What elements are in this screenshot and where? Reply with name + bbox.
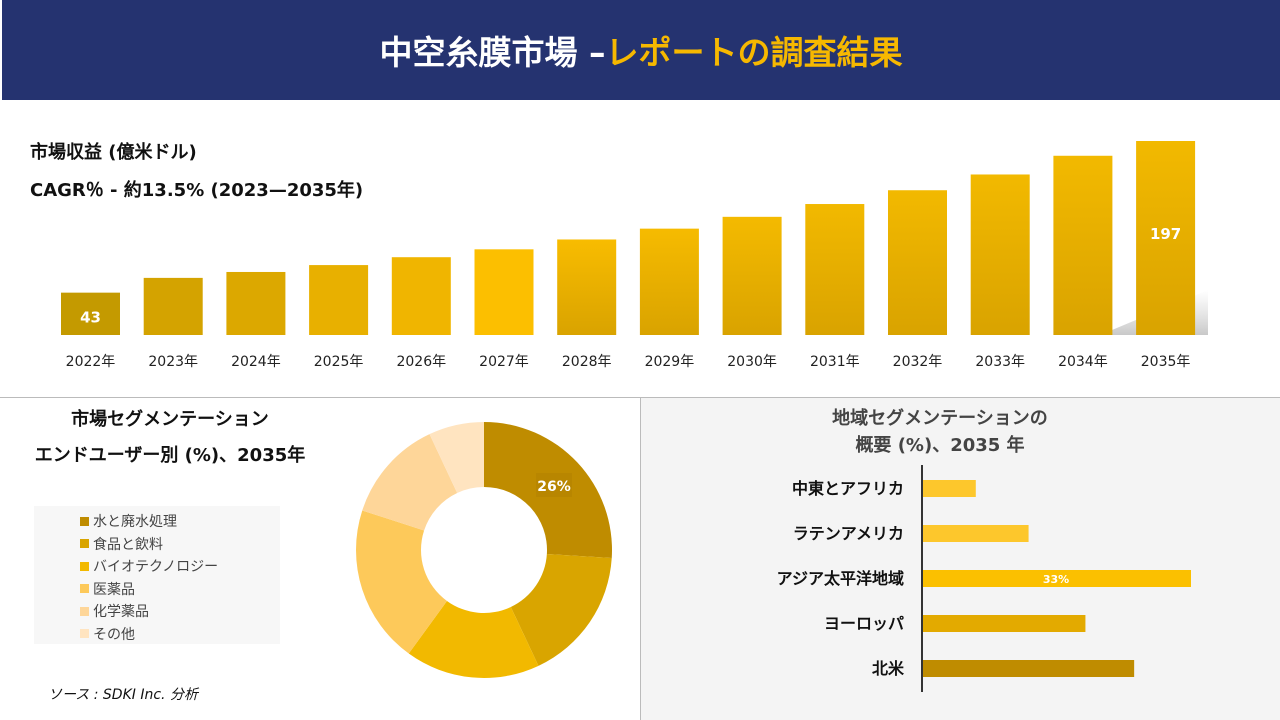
title-white: 中空糸膜市場 –: [379, 33, 606, 72]
region-data-label: 33%: [1043, 573, 1069, 586]
legend-swatch: [80, 584, 89, 594]
bar-2033年: [970, 174, 1030, 335]
bar-2032年: [888, 190, 947, 335]
x-tick-label: 2026年: [396, 354, 446, 370]
bar-2023年: [143, 277, 203, 335]
x-tick-label: 2025年: [314, 354, 364, 370]
segment-title-1: 市場セグメンテーション: [71, 409, 269, 430]
region-bar-アジア太平洋地域: [923, 570, 1191, 587]
bar-2029年: [639, 228, 699, 335]
region-bar-北米: [923, 660, 1135, 677]
bar-2022年: [61, 292, 120, 335]
revenue-bar-chart: 2022年 43 2023年 2024年 2025年 2026年 2027年 2028年 202…: [61, 141, 1208, 370]
region-label: 中東とアフリカ: [792, 479, 904, 498]
donut-slice-医薬品: [356, 510, 447, 654]
bar-2024年: [226, 271, 286, 335]
bar-data-label: 197: [1150, 225, 1181, 243]
legend-swatch: [80, 561, 89, 571]
legend-item: 医薬品: [80, 578, 280, 601]
page-header: 中空糸膜市場 – レポートの調査結果: [2, 0, 1280, 100]
x-tick-label: 2033年: [975, 354, 1025, 370]
region-bar-ヨーロッパ: [923, 615, 1086, 632]
legend-item: 化学薬品: [80, 600, 280, 623]
bar-2027年: [474, 249, 534, 335]
x-tick-label: 2032年: [893, 354, 943, 370]
x-tick-label: 2034年: [1058, 354, 1108, 370]
legend-swatch: [80, 539, 89, 549]
legend-swatch: [80, 629, 89, 639]
x-tick-label: 2023年: [148, 354, 198, 370]
legend-item: 食品と飲料: [80, 533, 280, 556]
x-tick-label: 2029年: [645, 354, 695, 370]
source-note: ソース : SDKI Inc. 分析: [48, 687, 198, 703]
region-title-2: 概要 (%)、2035 年: [855, 435, 1025, 456]
legend-item: その他: [80, 623, 280, 646]
cagr-text: CAGR％ - 約13.5% (2023—2035年): [30, 180, 364, 201]
donut-legend: 水と廃水処理 食品と飲料バイオテクノロジー 医薬品化学薬品その他: [34, 506, 280, 644]
region-label: ラテンアメリカ: [793, 524, 904, 543]
legend-item: 水と廃水処理: [80, 510, 280, 533]
region-title-1: 地域セグメンテーションの: [832, 408, 1048, 429]
donut-slice-バイオテクノロジー: [408, 600, 539, 678]
region-label: 北米: [872, 659, 905, 678]
region-title: 地域セグメンテーションの 概要 (%)、2035 年: [740, 405, 1140, 459]
bar-2030年: [722, 216, 782, 335]
legend-swatch: [80, 516, 89, 526]
bar-data-label: 43: [80, 309, 101, 327]
legend-label: 食品と飲料: [93, 536, 163, 553]
x-tick-label: 2028年: [562, 354, 612, 370]
title-yellow: レポートの調査結果: [605, 33, 903, 72]
x-tick-label: 2024年: [231, 354, 281, 370]
donut-slice-その他: [429, 422, 484, 493]
region-label: ヨーロッパ: [824, 614, 904, 633]
legend-label: 化学薬品: [93, 604, 149, 621]
legend-label: 医薬品: [93, 581, 135, 598]
bar-2031年: [805, 204, 865, 335]
legend-label: その他: [93, 626, 135, 643]
region-bar-ラテンアメリカ: [923, 525, 1029, 542]
bar-2034年: [1053, 155, 1113, 335]
divider: [0, 397, 1280, 398]
x-tick-label: 2027年: [479, 354, 529, 370]
region-bar-中東とアフリカ: [923, 480, 976, 497]
legend-item: バイオテクノロジー: [80, 555, 280, 578]
legend-label: 水と廃水処理: [93, 514, 177, 531]
x-tick-label: 2035年: [1141, 354, 1191, 370]
donut-slice-食品と飲料: [510, 553, 612, 666]
x-tick-label: 2031年: [810, 354, 860, 370]
bar-2035年: [1136, 141, 1196, 335]
bar-2028年: [557, 239, 617, 335]
legend-swatch: [80, 606, 89, 616]
region-label: アジア太平洋地域: [777, 569, 904, 588]
x-tick-label: 2030年: [727, 354, 777, 370]
bar-2025年: [309, 265, 369, 335]
revenue-title: 市場収益 (億米ドル): [30, 142, 197, 163]
end-user-donut-chart: 26%: [356, 422, 612, 678]
x-tick-label: 2022年: [66, 354, 116, 370]
donut-data-label: 26%: [537, 479, 571, 495]
data-label-box: [536, 473, 572, 497]
legend-label: バイオテクノロジー: [93, 559, 219, 576]
bar-2026年: [391, 257, 451, 335]
donut-slice-化学薬品: [362, 434, 458, 531]
segment-title-2: エンドユーザー別 (%)、2035年: [34, 445, 306, 466]
